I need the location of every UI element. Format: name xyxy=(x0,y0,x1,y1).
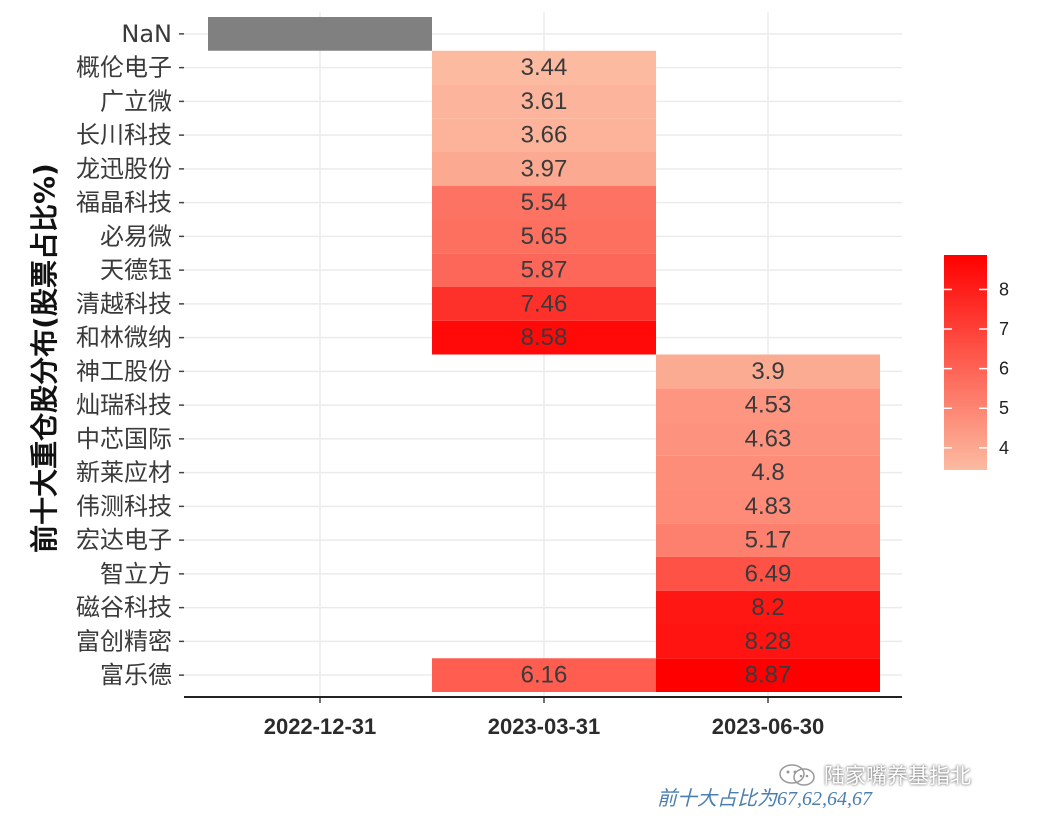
y-tick-label: 广立微 xyxy=(100,87,172,115)
y-tick-label: 必易微 xyxy=(100,222,172,250)
y-tick-label: 灿瑞科技 xyxy=(76,391,172,419)
heatmap-cell xyxy=(208,17,432,51)
y-tick-label: 伟测科技 xyxy=(76,492,172,520)
cell-value-label: 8.2 xyxy=(751,594,784,621)
heatmap-cell xyxy=(432,287,656,321)
cell-value-label: 4.63 xyxy=(745,425,792,452)
y-tick-label: 神工股份 xyxy=(76,357,172,385)
cell-value-label: 3.61 xyxy=(521,88,568,115)
x-tick-label: 2023-03-31 xyxy=(488,714,601,739)
y-axis-ticks: NaN 概伦电子广立微长川科技龙迅股份福晶科技必易微天德钰清越科技和林微纳神工股份… xyxy=(76,20,184,689)
cell-value-label: 6.49 xyxy=(745,560,792,587)
x-tick-label: 2023-06-30 xyxy=(712,714,825,739)
y-tick-label: 概伦电子 xyxy=(76,54,172,82)
y-tick-label: 智立方 xyxy=(100,560,172,588)
cell-value-label: 8.28 xyxy=(745,628,792,655)
heatmap-cell xyxy=(432,320,656,355)
cell-value-label: 4.83 xyxy=(745,493,792,520)
heatmap-cell xyxy=(656,590,880,625)
legend-tick-label: 4 xyxy=(999,438,1009,458)
heatmap-cell xyxy=(656,422,880,456)
cell-value-label: 5.17 xyxy=(745,527,792,554)
heatmap-cell xyxy=(432,50,656,85)
y-tick-label: 富乐德 xyxy=(100,661,172,689)
y-tick-label: 磁谷科技 xyxy=(76,594,172,622)
cell-value-label: 6.16 xyxy=(521,662,568,689)
heatmap-cell xyxy=(656,557,880,591)
x-tick-label: 2022-12-31 xyxy=(264,714,377,739)
wechat-icon xyxy=(779,764,815,786)
heatmap-cell xyxy=(432,219,656,254)
cell-value-label: 7.46 xyxy=(521,290,568,317)
y-tick-label: 长川科技 xyxy=(76,121,172,149)
y-tick-label: 宏达电子 xyxy=(76,526,172,554)
legend-tick-label: 6 xyxy=(999,359,1009,379)
y-tick-label: 新莱应材 xyxy=(76,459,172,487)
heatmap-cell xyxy=(656,455,880,490)
heatmap-cell xyxy=(656,388,880,422)
cell-value-label: 3.9 xyxy=(751,358,784,385)
legend-tick-label: 8 xyxy=(999,279,1009,299)
cell-value-label: 4.53 xyxy=(745,392,792,419)
y-tick-label: 天德钰 xyxy=(100,256,172,284)
legend-tick-label: 7 xyxy=(999,319,1009,339)
cell-labels: 3.44 3.61 3.66 3.97 5.54 5.65 5.87 7.46 8.58 3.9 4… xyxy=(521,54,792,689)
heatmap-cell xyxy=(432,152,656,186)
cell-value-label: 4.8 xyxy=(751,459,784,486)
heatmap-cell xyxy=(656,658,880,692)
cell-value-label: 5.65 xyxy=(521,223,568,250)
footnote: 前十大占比为67,62,64,67 xyxy=(657,788,872,810)
color-legend: 4 5 6 7 8 xyxy=(944,255,1009,470)
heatmap-cell xyxy=(656,354,880,389)
heatmap-cell xyxy=(432,118,656,152)
cell-value-label: 8.87 xyxy=(745,662,792,689)
y-tick-label: 富创精密 xyxy=(76,627,172,655)
heatmap-cell xyxy=(432,253,656,287)
heatmap-cells xyxy=(208,17,880,692)
cell-value-label: 3.97 xyxy=(521,155,568,182)
cell-value-label: 3.44 xyxy=(521,54,568,81)
heatmap-cell xyxy=(432,185,656,220)
heatmap-cell xyxy=(432,658,656,692)
watermark: 陆家嘴养基指北 xyxy=(778,760,971,790)
cell-value-label: 3.66 xyxy=(521,122,568,149)
legend-colorbar xyxy=(944,255,987,470)
y-tick-label: 和林微纳 xyxy=(76,324,172,352)
y-tick-label: 中芯国际 xyxy=(76,425,172,453)
heatmap-cell xyxy=(656,489,880,524)
y-tick-label: 福晶科技 xyxy=(76,189,172,217)
watermark-text: 陆家嘴养基指北 xyxy=(824,764,971,788)
x-axis-ticks: 2022-12-31 2023-03-31 2023-06-30 xyxy=(264,697,825,739)
cell-value-label: 5.87 xyxy=(521,257,568,284)
y-tick-label: 清越科技 xyxy=(76,290,172,318)
y-axis-label: 前十大重仓股分布(股票占比%) xyxy=(28,163,61,553)
heatmap-cell xyxy=(656,523,880,557)
heatmap-cell xyxy=(656,624,880,659)
y-tick-label: NaN xyxy=(121,20,172,48)
legend-tick-label: 5 xyxy=(999,398,1009,418)
cell-value-label: 8.58 xyxy=(521,324,568,351)
heatmap-cell xyxy=(432,84,656,119)
y-tick-label: 龙迅股份 xyxy=(76,155,172,183)
cell-value-label: 5.54 xyxy=(521,189,568,216)
